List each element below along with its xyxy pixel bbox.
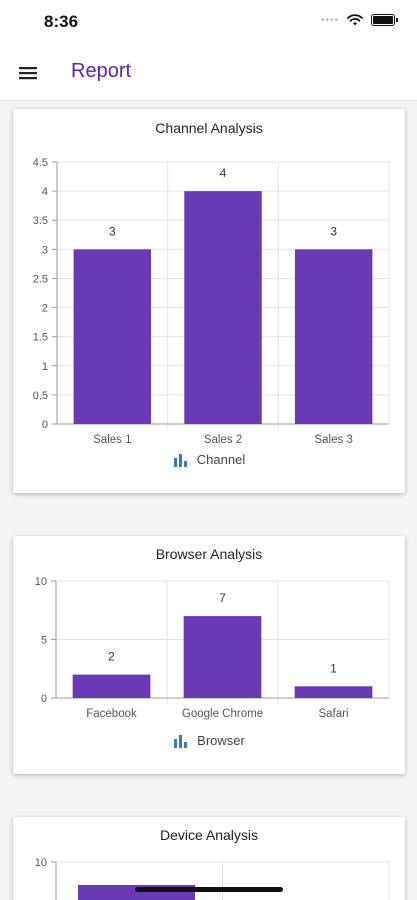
legend-label: Channel	[196, 452, 246, 467]
data-label: 3	[330, 224, 337, 238]
home-indicator	[135, 887, 283, 892]
bar-chart-icon	[173, 453, 187, 467]
chart-title: Channel Analysis	[155, 120, 263, 136]
app-bar: Report	[0, 46, 417, 101]
battery-icon	[371, 14, 398, 26]
y-tick-label: 4.5	[33, 157, 48, 169]
y-tick-label: 10	[35, 576, 47, 588]
channel-analysis-card: Channel Analysis 0 0.5 1 1.5 2 2.5 3 3.5 4 4.5 3 Sa…	[13, 109, 405, 493]
browser-analysis-card: Browser Analysis 0 5 10 2 Facebook 7 Google Ch…	[13, 536, 405, 774]
page-title: Report	[71, 60, 132, 82]
y-tick-label: 0	[42, 419, 48, 431]
bar	[184, 191, 262, 424]
y-tick-label: 2.5	[33, 273, 48, 285]
x-tick-label: Sales 1	[93, 434, 131, 446]
status-bar: 8:36 ••••	[0, 0, 417, 46]
y-tick-label: 1.5	[33, 332, 48, 344]
chart-title: Browser Analysis	[155, 546, 263, 562]
y-tick-label: 0	[41, 693, 47, 705]
bar	[294, 249, 373, 424]
data-label: 1	[330, 661, 337, 675]
bar	[294, 686, 373, 698]
y-tick-label: 2	[42, 303, 48, 315]
y-tick-label: 3.5	[33, 215, 48, 227]
bar-chart-icon	[174, 734, 188, 748]
chart-legend[interactable]: Browser	[13, 733, 405, 748]
chart-title: Device Analysis	[159, 827, 259, 843]
cellular-signal-icon: ••••	[320, 14, 339, 26]
y-tick-label: 10	[35, 857, 47, 869]
y-tick-label: 1	[42, 361, 48, 373]
browser-analysis-chart: 0 5 10 2 Facebook 7 Google Chrome 1 Safari	[35, 576, 390, 720]
y-tick-label: 5	[41, 635, 47, 647]
data-label: 7	[219, 591, 226, 605]
x-tick-label: Safari	[318, 708, 348, 720]
wifi-icon	[347, 14, 363, 26]
y-tick-label: 0.5	[33, 390, 48, 402]
status-time: 8:36	[44, 12, 79, 31]
bar	[73, 249, 152, 424]
y-tick-label: 3	[42, 244, 48, 256]
channel-analysis-chart: 0 0.5 1 1.5 2 2.5 3 3.5 4 4.5 3 Sales 1 4 Sales 2 3 Sal…	[33, 157, 390, 446]
x-tick-label: Google Chrome	[182, 708, 263, 720]
bar	[183, 616, 262, 698]
bar	[72, 674, 151, 698]
data-label: 3	[109, 224, 116, 238]
menu-button[interactable]	[14, 60, 42, 86]
x-tick-label: Facebook	[86, 708, 137, 720]
x-tick-label: Sales 3	[314, 434, 352, 446]
hamburger-menu-icon	[19, 67, 37, 80]
y-tick-label: 4	[42, 186, 48, 198]
x-tick-label: Sales 2	[204, 434, 242, 446]
chart-legend[interactable]: Channel	[13, 452, 405, 467]
data-label: 2	[108, 650, 115, 664]
status-icons: ••••	[320, 14, 398, 26]
legend-label: Browser	[197, 733, 245, 748]
data-label: 4	[220, 166, 227, 180]
report-content[interactable]: Channel Analysis 0 0.5 1 1.5 2 2.5 3 3.5 4 4.5 3 Sa…	[0, 101, 417, 900]
